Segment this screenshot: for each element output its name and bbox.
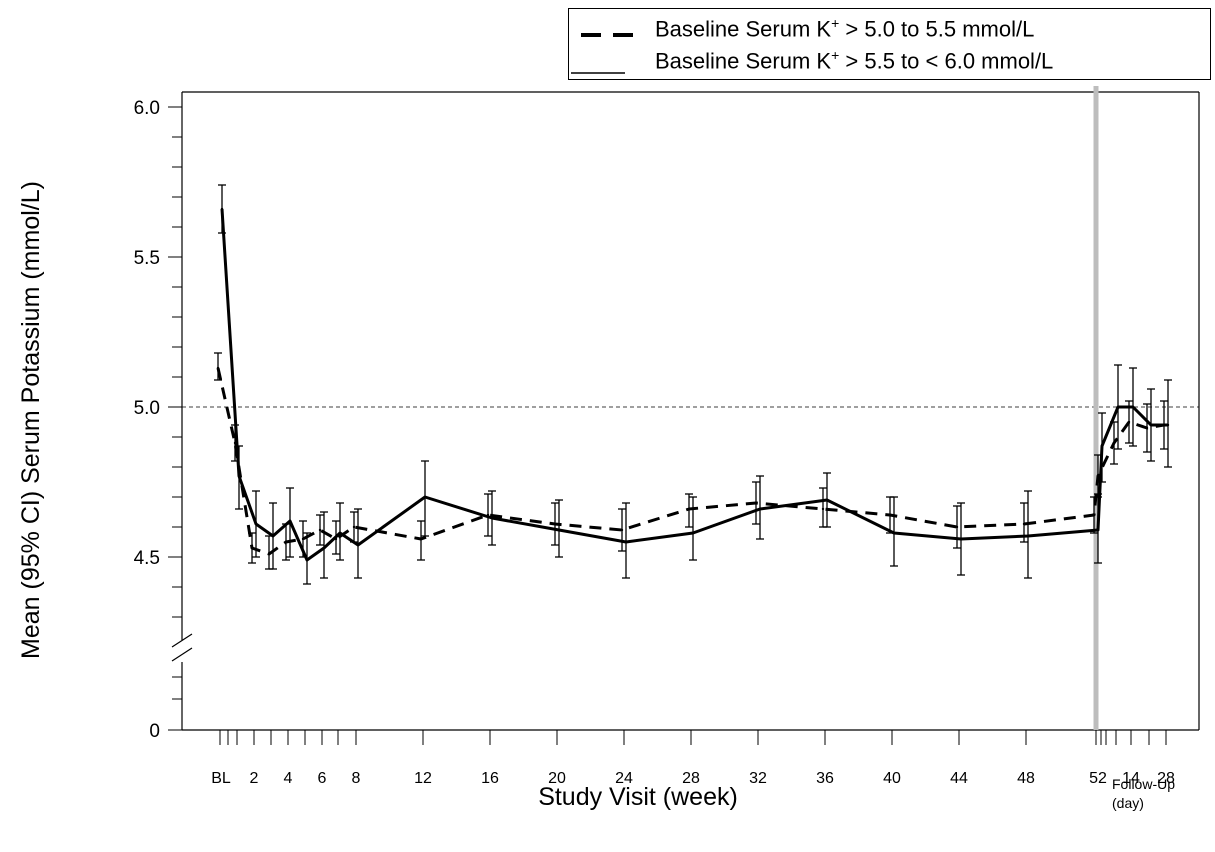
- data-point: [888, 513, 892, 517]
- x-tick-label: 12: [414, 770, 432, 787]
- x-tick-label: 28: [1157, 770, 1175, 787]
- plot-area: [214, 184, 1172, 585]
- tick-labels: 04.55.05.56.0BL 2 4 6 8 12 16 20 24 28 32 36 40 44 48 5…: [134, 98, 1175, 787]
- data-point: [955, 525, 959, 529]
- data-point: [423, 495, 427, 499]
- data-point: [490, 516, 494, 520]
- data-point: [1022, 522, 1026, 526]
- data-point: [1096, 528, 1100, 532]
- data-point: [691, 531, 695, 535]
- data-point: [338, 531, 342, 535]
- reference-line-group: [182, 86, 1199, 730]
- data-point: [220, 207, 224, 211]
- data-point: [216, 366, 220, 370]
- x-tick-label: 20: [548, 770, 566, 787]
- data-point: [1112, 441, 1116, 445]
- data-point: [1092, 513, 1096, 517]
- data-point: [318, 528, 322, 532]
- data-point: [1026, 534, 1030, 538]
- x-tick-label: 6: [318, 770, 327, 787]
- data-point: [1149, 423, 1153, 427]
- data-point: [267, 552, 271, 556]
- y-axis-label: Mean (95% CI) Serum Potassium (mmol/L): [17, 181, 45, 659]
- legend-swatch-dashed: [581, 33, 639, 37]
- series-1: [214, 352, 1168, 570]
- data-point: [553, 522, 557, 526]
- data-point: [288, 519, 292, 523]
- x-axis-secondary-label-line1: Follow-Up: [1112, 776, 1175, 792]
- y-tick-label: 5.5: [134, 248, 160, 269]
- y-tick-label: 0: [149, 721, 160, 742]
- series-line-1: [216, 367, 1165, 556]
- x-axis-label: Study Visit (week): [538, 783, 738, 811]
- axis-break-mark-1: [171, 633, 193, 648]
- y-tick-label: 4.5: [134, 548, 160, 569]
- data-point: [1096, 474, 1100, 478]
- y-tick-label: 5.0: [134, 398, 160, 419]
- x-tick-label: 14: [1122, 770, 1140, 787]
- legend-swatch-solid: [571, 72, 625, 74]
- data-point: [352, 525, 356, 529]
- legend-label-series-2: Baseline Serum K+ > 5.5 to < 6.0 mmol/L: [655, 47, 1054, 74]
- data-point: [301, 537, 305, 541]
- x-axis-secondary-label: Follow-Up (day): [1112, 776, 1175, 811]
- legend-item-series-2: Baseline Serum K+ > 5.5 to < 6.0 mmol/L: [569, 45, 1210, 81]
- data-point: [687, 507, 691, 511]
- x-tick-label: 32: [749, 770, 767, 787]
- data-point: [284, 540, 288, 544]
- data-point: [305, 558, 309, 562]
- y-tick-label: 6.0: [134, 98, 160, 119]
- legend-item-series-1: Baseline Serum K+ > 5.0 to 5.5 mmol/L: [569, 11, 1210, 47]
- data-point: [825, 498, 829, 502]
- legend-label-series-1: Baseline Serum K+ > 5.0 to 5.5 mmol/L: [655, 15, 1035, 42]
- data-point: [557, 528, 561, 532]
- series-2: [218, 184, 1172, 585]
- data-point: [1100, 444, 1104, 448]
- data-point: [959, 537, 963, 541]
- legend: Baseline Serum K+ > 5.0 to 5.5 mmol/L Ba…: [568, 8, 1211, 80]
- x-tick-label: 24: [615, 770, 633, 787]
- data-point: [1145, 426, 1149, 430]
- x-tick-label: 36: [816, 770, 834, 787]
- x-tick-label: 8: [352, 770, 361, 787]
- x-tick-label: 28: [682, 770, 700, 787]
- x-tick-label: 52: [1089, 770, 1107, 787]
- data-point: [356, 543, 360, 547]
- data-point: [892, 531, 896, 535]
- x-tick-label: BL: [211, 770, 231, 787]
- axis-break-mark-2: [171, 647, 193, 662]
- data-point: [254, 522, 258, 526]
- data-point: [821, 507, 825, 511]
- data-point: [1131, 405, 1135, 409]
- data-point: [250, 546, 254, 550]
- x-tick-label: 4: [284, 770, 293, 787]
- data-point: [271, 534, 275, 538]
- data-point: [758, 507, 762, 511]
- x-tick-label: 48: [1017, 770, 1035, 787]
- data-point: [1116, 405, 1120, 409]
- data-point: [419, 537, 423, 541]
- x-tick-label: 44: [950, 770, 968, 787]
- data-point: [754, 501, 758, 505]
- data-point: [620, 528, 624, 532]
- data-point: [237, 474, 241, 478]
- x-tick-label: 2: [250, 770, 259, 787]
- x-axis-secondary-label-line2: (day): [1112, 795, 1144, 811]
- data-point: [1127, 420, 1131, 424]
- x-tick-label: 40: [883, 770, 901, 787]
- data-point: [624, 540, 628, 544]
- data-point: [1166, 423, 1170, 427]
- data-point: [322, 546, 326, 550]
- axes: [168, 91, 1200, 745]
- x-tick-label: 16: [481, 770, 499, 787]
